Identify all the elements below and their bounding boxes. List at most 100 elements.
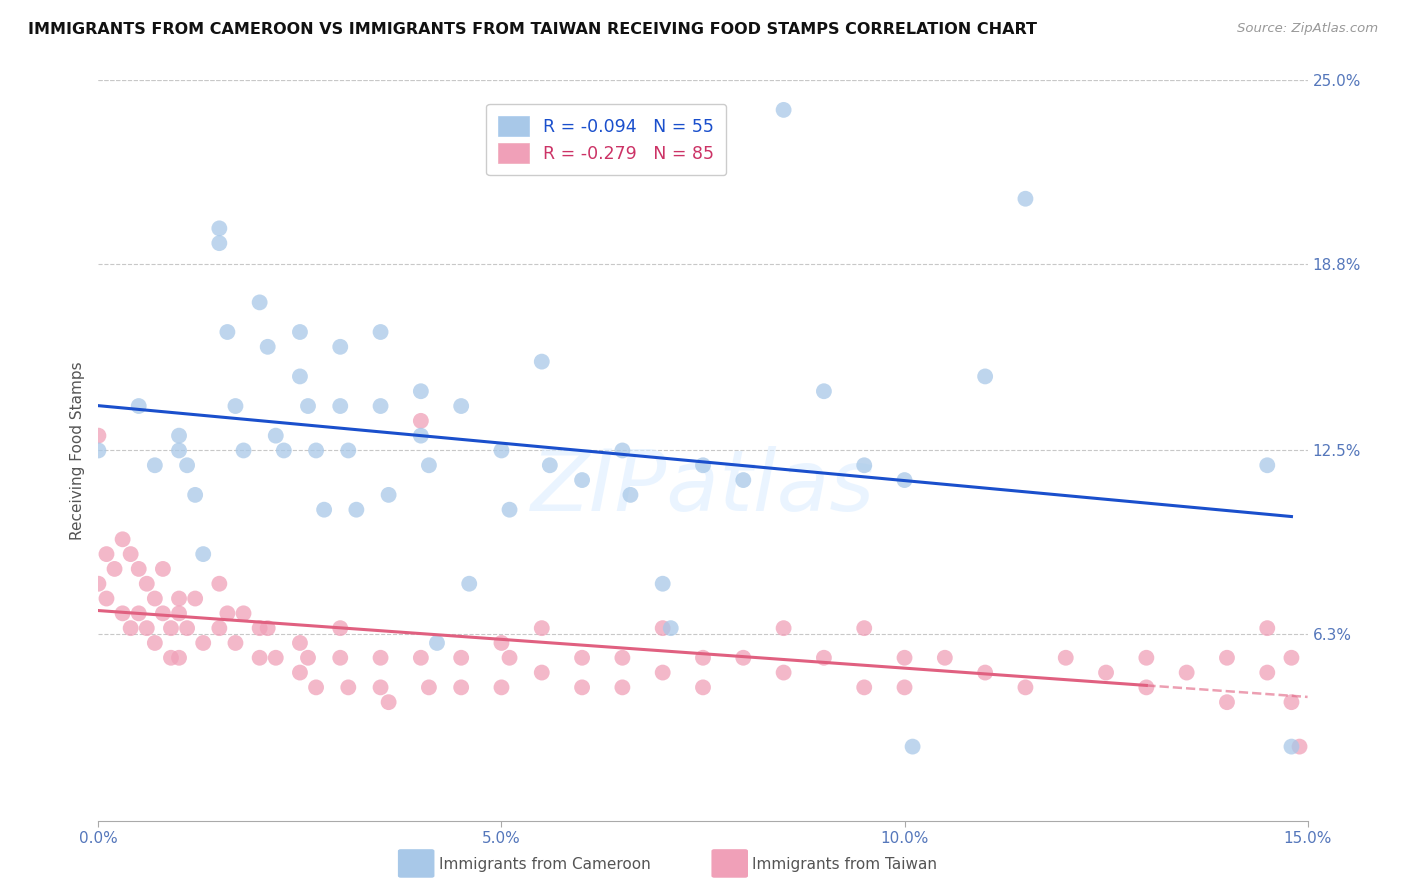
Point [370,325,392,339]
Point [167,591,190,606]
Point [167,443,190,458]
Point [329,340,352,354]
Point [530,665,553,680]
Point [193,636,215,650]
Point [249,650,271,665]
Point [651,665,673,680]
Point [498,502,520,516]
Point [167,607,190,621]
Point [232,607,254,621]
Point [87,428,110,442]
Point [651,621,673,635]
Point [167,428,190,442]
Point [273,443,295,458]
Point [264,650,287,665]
Point [1014,192,1036,206]
Point [193,547,215,561]
Text: ZIPatlas: ZIPatlas [531,446,875,529]
Point [426,636,449,650]
Point [152,607,174,621]
Point [491,681,513,695]
Point [167,650,190,665]
Point [571,650,593,665]
Point [692,681,714,695]
Point [297,650,319,665]
Point [111,607,134,621]
Point [612,681,634,695]
Point [1256,665,1278,680]
Point [152,562,174,576]
Point [1014,681,1036,695]
Point [370,650,392,665]
Point [1216,650,1239,665]
Point [571,681,593,695]
Point [450,681,472,695]
Point [103,562,125,576]
Point [612,443,634,458]
Point [1256,621,1278,635]
Point [377,695,399,709]
Point [224,636,246,650]
Point [1095,665,1118,680]
Point [128,399,150,413]
Point [208,576,231,591]
Point [120,621,142,635]
Point [217,325,239,339]
Point [612,650,634,665]
Point [96,591,118,606]
Point [409,428,432,442]
Point [901,739,924,754]
Point [249,295,271,310]
Point [813,650,835,665]
Point [1256,458,1278,473]
Text: IMMIGRANTS FROM CAMEROON VS IMMIGRANTS FROM TAIWAN RECEIVING FOOD STAMPS CORRELA: IMMIGRANTS FROM CAMEROON VS IMMIGRANTS F… [28,22,1038,37]
Point [692,650,714,665]
Text: Source: ZipAtlas.com: Source: ZipAtlas.com [1237,22,1378,36]
Point [491,443,513,458]
Point [1288,739,1310,754]
Point [224,399,246,413]
Point [176,621,198,635]
Point [1281,695,1303,709]
Point [208,221,231,235]
Y-axis label: Receiving Food Stamps: Receiving Food Stamps [69,361,84,540]
Point [176,458,198,473]
Point [651,576,673,591]
Point [619,488,641,502]
Point [772,621,794,635]
Point [370,681,392,695]
Point [160,621,183,635]
Point [974,665,997,680]
Point [135,621,157,635]
Point [733,473,755,487]
Point [1216,695,1239,709]
Point [143,458,166,473]
Point [337,443,360,458]
Point [1175,665,1198,680]
Point [853,681,876,695]
Point [143,636,166,650]
Point [1281,739,1303,754]
Point [120,547,142,561]
Point [314,502,336,516]
Point [409,650,432,665]
Point [288,636,311,650]
Point [87,576,110,591]
Point [256,621,278,635]
Point [329,621,352,635]
Point [772,103,794,117]
Point [184,591,207,606]
Point [458,576,481,591]
Point [256,340,278,354]
Point [571,473,593,487]
Point [409,414,432,428]
Point [893,681,915,695]
Point [128,562,150,576]
Point [232,443,254,458]
Point [450,650,472,665]
Point [418,681,440,695]
Point [128,607,150,621]
Point [135,576,157,591]
Point [264,428,287,442]
Point [530,621,553,635]
